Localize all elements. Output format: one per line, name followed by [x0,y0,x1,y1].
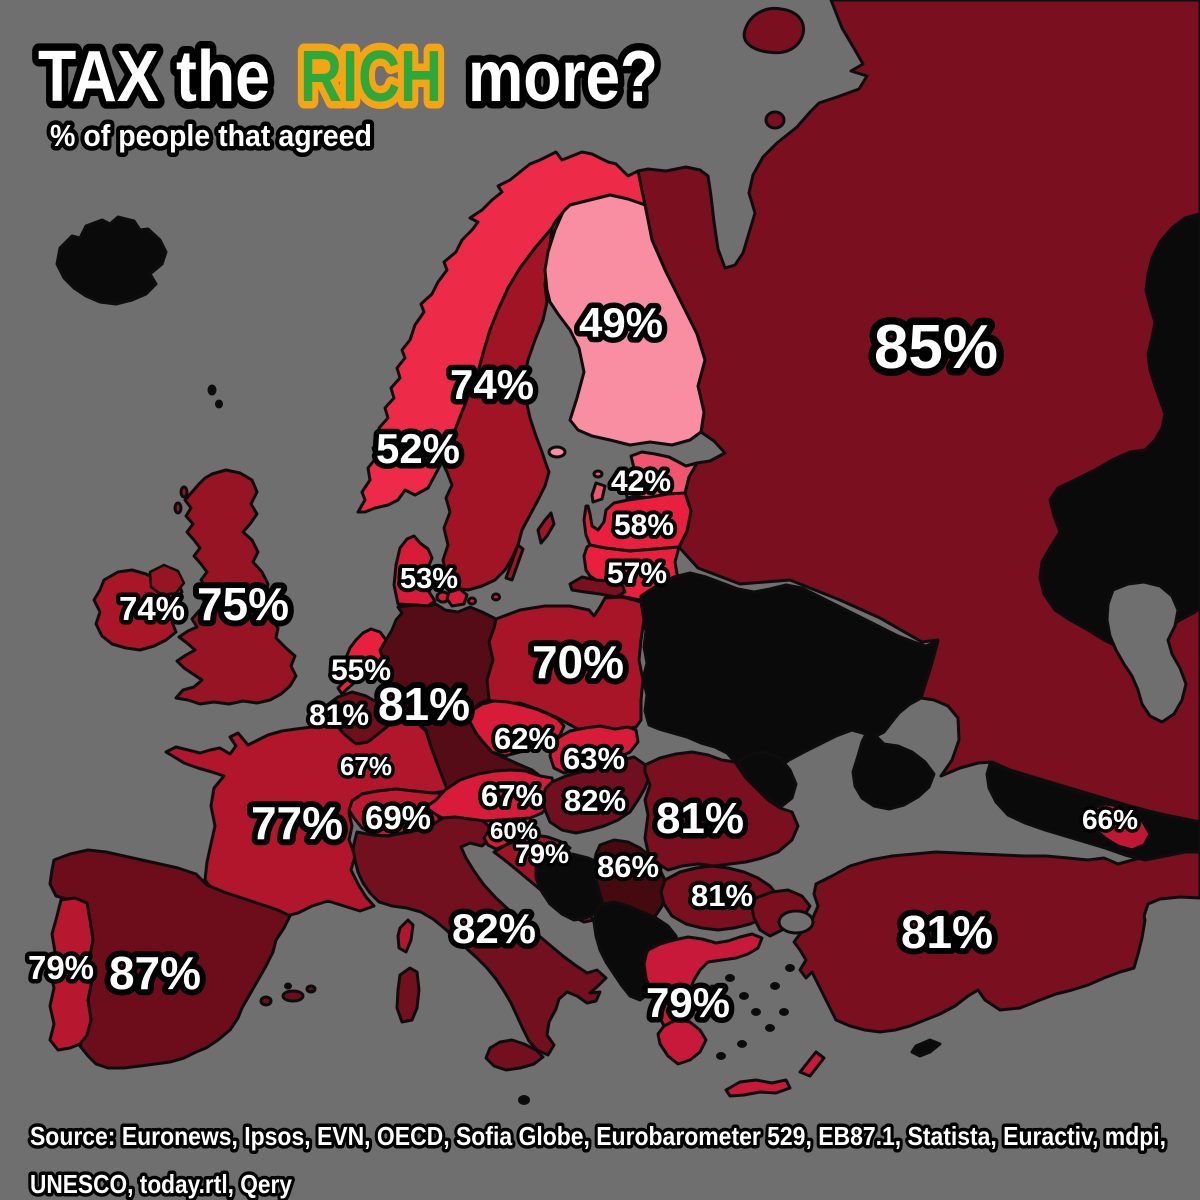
svg-text:81%: 81% [691,878,753,913]
svg-text:66%: 66% [1082,804,1138,835]
svg-text:70%: 70% [532,636,624,688]
svg-text:79%: 79% [646,979,730,1026]
svg-text:86%: 86% [597,849,659,884]
svg-text:67%: 67% [481,778,543,813]
svg-text:79%: 79% [28,949,94,986]
svg-text:53%: 53% [400,563,458,595]
svg-text:more?: more? [468,37,658,117]
svg-text:81%: 81% [309,699,369,732]
svg-text:49%: 49% [579,299,663,346]
svg-text:58%: 58% [614,509,674,542]
svg-text:82%: 82% [452,905,536,952]
svg-text:RICH: RICH [300,37,442,117]
svg-text:62%: 62% [494,721,556,756]
svg-text:74%: 74% [119,590,185,627]
svg-text:57%: 57% [607,557,667,590]
svg-text:52%: 52% [376,425,460,472]
svg-text:79%: 79% [515,839,569,869]
svg-text:69%: 69% [365,799,431,836]
svg-text:85%: 85% [874,313,998,382]
svg-text:81%: 81% [378,678,470,730]
svg-text:75%: 75% [197,578,289,630]
svg-text:60%: 60% [490,818,538,845]
svg-text:TAX the: TAX the [38,37,270,117]
svg-text:55%: 55% [331,654,391,687]
svg-text:67%: 67% [340,751,392,781]
svg-text:87%: 87% [109,947,201,999]
svg-text:42%: 42% [611,465,671,498]
svg-text:Source: Euronews, Ipsos, EVN,: Source: Euronews, Ipsos, EVN, OECD, Sofi… [30,1121,1166,1151]
svg-text:UNESCO, today.rtl, Qery: UNESCO, today.rtl, Qery [30,1169,292,1199]
svg-text:77%: 77% [251,797,343,849]
svg-text:82%: 82% [564,783,626,818]
svg-text:74%: 74% [450,361,534,408]
svg-text:81%: 81% [901,906,993,958]
svg-text:63%: 63% [563,741,625,776]
svg-text:81%: 81% [656,794,744,843]
svg-text:% of people that agreed: % of people that agreed [50,118,372,153]
